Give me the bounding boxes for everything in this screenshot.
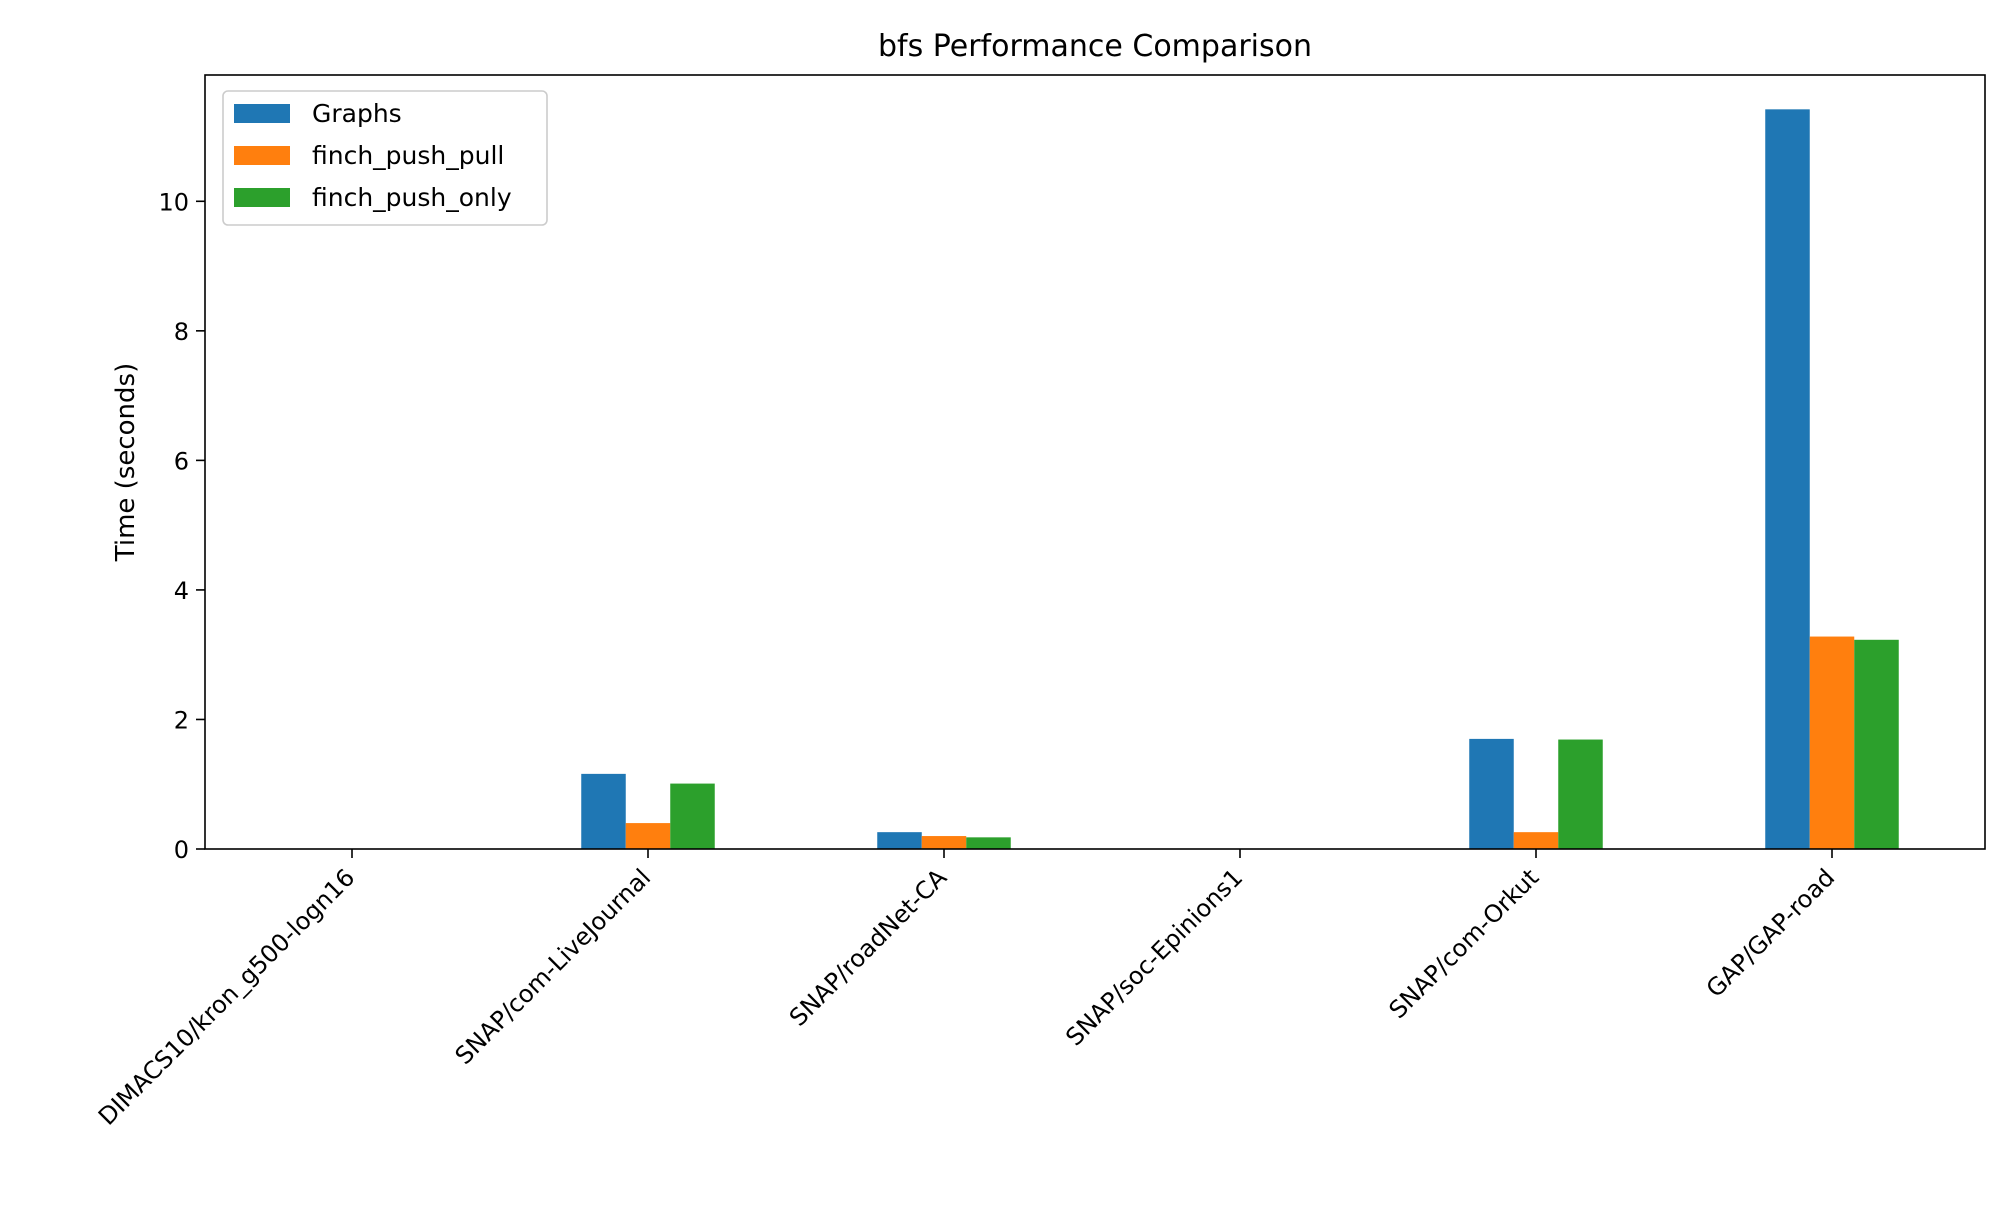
legend-label-graphs: Graphs (312, 99, 402, 128)
y-tick-label: 6 (174, 447, 189, 475)
plot-frame (204, 74, 1986, 850)
legend-swatch-graphs (234, 104, 290, 123)
y-tick-label: 8 (174, 318, 189, 346)
bar-finch-push-pull-3 (921, 836, 967, 849)
bar-graphs-2 (581, 773, 626, 849)
bar-finch-push-pull-2 (625, 823, 671, 849)
legend-label-finch-push-pull: finch_push_pull (312, 141, 504, 170)
legend-swatch-finch-push-only (234, 188, 290, 207)
bars-layer (581, 109, 1899, 849)
bar-finch-push-pull-5 (1513, 832, 1559, 849)
bar-finch-push-only-2 (670, 783, 715, 849)
bar-finch-push-only-5 (1558, 739, 1603, 849)
legend-box (222, 90, 548, 226)
bar-finch-push-only-6 (1854, 639, 1899, 849)
bar-finch-push-pull-6 (1809, 636, 1855, 849)
legend-label-finch-push-only: finch_push_only (312, 183, 512, 212)
legend-swatch-finch-push-pull (234, 146, 290, 165)
bar-finch-push-only-3 (966, 837, 1011, 849)
chart-title: bfs Performance Comparison (878, 29, 1312, 64)
y-tick-label: 0 (174, 836, 189, 864)
bar-graphs-3 (877, 832, 922, 849)
bar-graphs-6 (1765, 109, 1810, 849)
y-tick-label: 2 (174, 706, 189, 734)
bar-graphs-5 (1469, 738, 1514, 849)
legend: Graphs finch_push_pull finch_push_only (222, 90, 548, 226)
y-tick-label: 10 (158, 188, 189, 216)
y-tick-label: 4 (174, 577, 189, 605)
y-axis-label: Time (seconds) (111, 363, 141, 562)
